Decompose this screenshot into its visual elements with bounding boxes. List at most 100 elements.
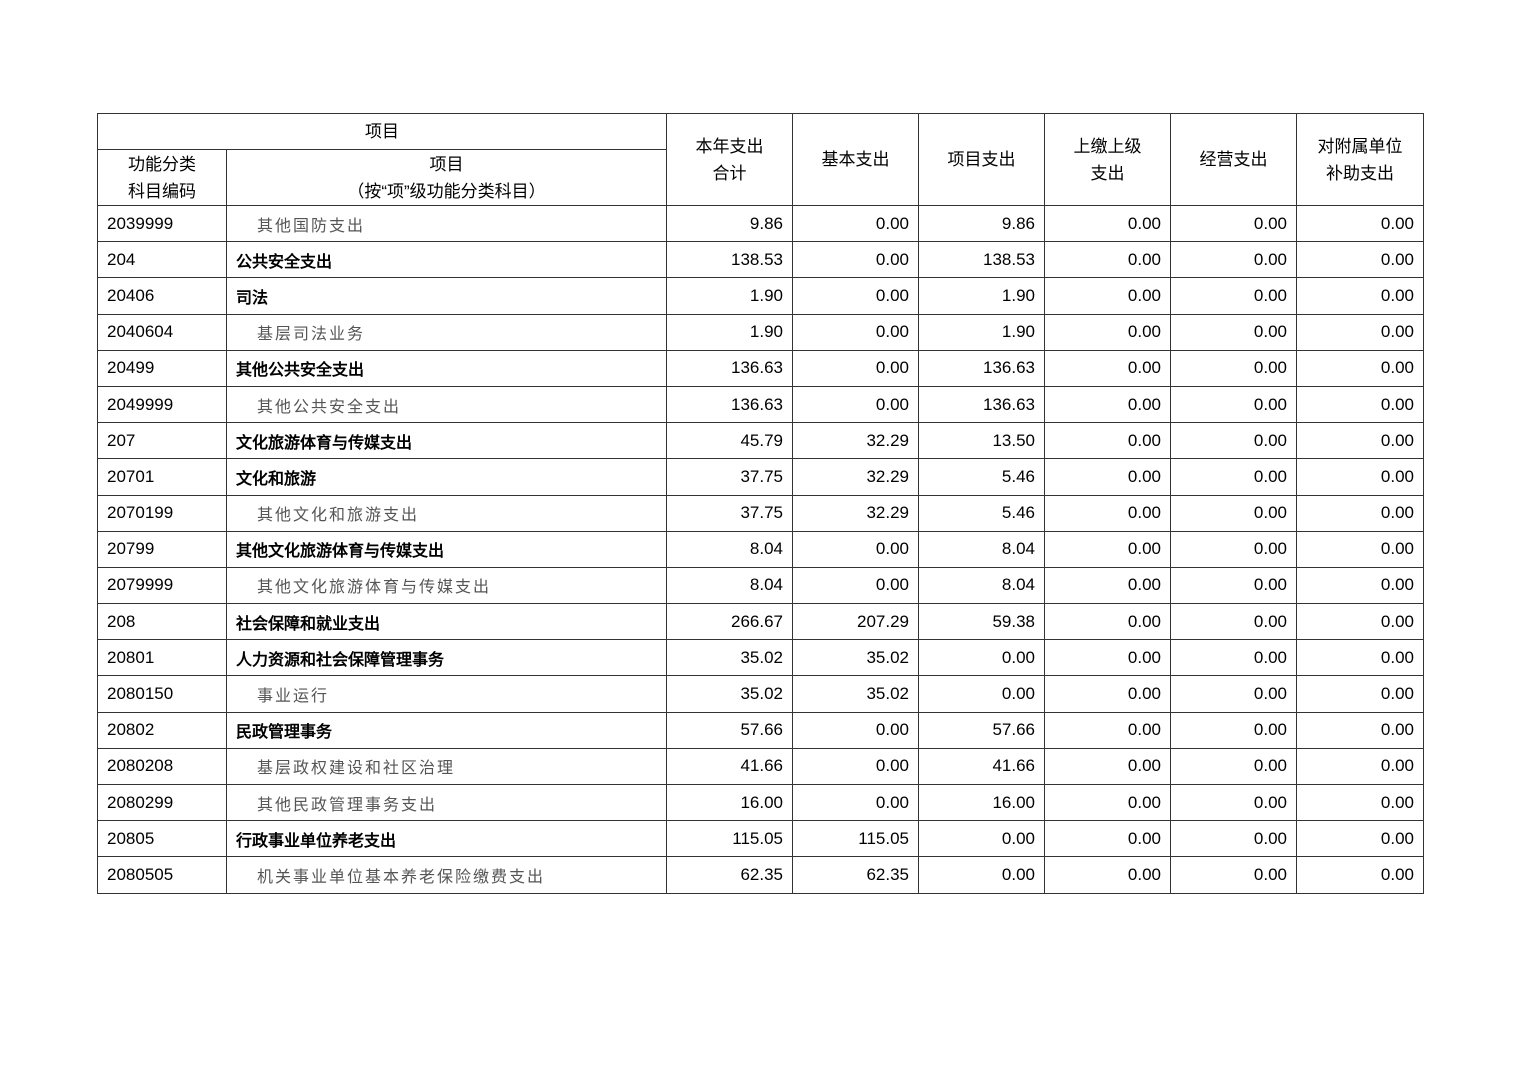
- cell-project: 13.50: [918, 422, 1045, 460]
- cell-upper: 0.00: [1044, 204, 1171, 243]
- cell-code: 207: [97, 422, 227, 460]
- cell-operating: 0.00: [1170, 711, 1297, 749]
- cell-operating: 0.00: [1170, 241, 1297, 279]
- cell-upper: 0.00: [1044, 747, 1171, 786]
- table-row: 207 文化旅游体育与传媒支出 45.79 32.29 13.50 0.00 0.00 0.0…: [97, 422, 1424, 460]
- table-row: 20799 其他文化旅游体育与传媒支出 8.04 0.00 8.04 0.00 0.00 0.…: [97, 530, 1424, 568]
- cell-project: 8.04: [918, 530, 1045, 568]
- cell-operating: 0.00: [1170, 639, 1297, 677]
- cell-subsidiary: 0.00: [1296, 603, 1424, 641]
- cell-total: 57.66: [666, 711, 793, 749]
- cell-code: 20805: [97, 820, 227, 858]
- cell-subsidiary: 0.00: [1296, 639, 1424, 677]
- cell-subsidiary: 0.00: [1296, 747, 1424, 786]
- cell-project: 59.38: [918, 603, 1045, 641]
- cell-name: 其他文化和旅游支出: [226, 494, 667, 532]
- cell-upper: 0.00: [1044, 241, 1171, 279]
- cell-name: 其他公共安全支出: [226, 385, 667, 424]
- cell-name: 其他公共安全支出: [226, 349, 667, 387]
- cell-code: 208: [97, 603, 227, 641]
- cell-operating: 0.00: [1170, 313, 1297, 351]
- cell-code: 2080208: [97, 747, 227, 786]
- header-operating: 经营支出: [1170, 113, 1297, 206]
- cell-total: 136.63: [666, 349, 793, 387]
- cell-project: 5.46: [918, 494, 1045, 532]
- cell-operating: 0.00: [1170, 603, 1297, 641]
- cell-subsidiary: 0.00: [1296, 675, 1424, 713]
- cell-code: 2070199: [97, 494, 227, 532]
- cell-basic: 0.00: [792, 313, 919, 351]
- cell-code: 20499: [97, 349, 227, 387]
- cell-project: 8.04: [918, 566, 1045, 605]
- cell-total: 37.75: [666, 458, 793, 496]
- table-row: 20701 文化和旅游 37.75 32.29 5.46 0.00 0.00 0.00: [97, 458, 1424, 496]
- cell-total: 1.90: [666, 313, 793, 351]
- cell-subsidiary: 0.00: [1296, 241, 1424, 279]
- cell-basic: 32.29: [792, 422, 919, 460]
- cell-name: 机关事业单位基本养老保险缴费支出: [226, 856, 667, 894]
- cell-subsidiary: 0.00: [1296, 313, 1424, 351]
- cell-upper: 0.00: [1044, 494, 1171, 532]
- cell-project: 138.53: [918, 241, 1045, 279]
- table-row: 20406 司法 1.90 0.00 1.90 0.00 0.00 0.00: [97, 277, 1424, 315]
- table-row: 2080150 事业运行 35.02 35.02 0.00 0.00 0.00 0.00: [97, 675, 1424, 713]
- cell-upper: 0.00: [1044, 639, 1171, 677]
- header-code: 功能分类 科目编码: [97, 149, 227, 206]
- table-row: 2080299 其他民政管理事务支出 16.00 0.00 16.00 0.00 0.00 0…: [97, 783, 1424, 822]
- cell-code: 20799: [97, 530, 227, 568]
- cell-code: 2080299: [97, 783, 227, 822]
- cell-name: 行政事业单位养老支出: [226, 820, 667, 858]
- cell-basic: 115.05: [792, 820, 919, 858]
- header-subsidiary: 对附属单位 补助支出: [1296, 113, 1424, 206]
- cell-basic: 0.00: [792, 385, 919, 424]
- cell-basic: 35.02: [792, 639, 919, 677]
- cell-code: 20801: [97, 639, 227, 677]
- cell-operating: 0.00: [1170, 385, 1297, 424]
- header-item-group: 项目: [97, 113, 667, 150]
- cell-project: 16.00: [918, 783, 1045, 822]
- table-row: 20805 行政事业单位养老支出 115.05 115.05 0.00 0.00 0.00 0…: [97, 820, 1424, 858]
- header-item: 项目 （按“项”级功能分类科目）: [226, 149, 667, 206]
- cell-upper: 0.00: [1044, 675, 1171, 713]
- cell-project: 0.00: [918, 675, 1045, 713]
- cell-subsidiary: 0.00: [1296, 277, 1424, 315]
- cell-total: 35.02: [666, 639, 793, 677]
- table-row: 20801 人力资源和社会保障管理事务 35.02 35.02 0.00 0.00 0.00…: [97, 639, 1424, 677]
- cell-basic: 62.35: [792, 856, 919, 894]
- table-row: 2079999 其他文化旅游体育与传媒支出 8.04 0.00 8.04 0.00 0.00…: [97, 566, 1424, 605]
- cell-total: 35.02: [666, 675, 793, 713]
- cell-name: 事业运行: [226, 675, 667, 713]
- cell-subsidiary: 0.00: [1296, 422, 1424, 460]
- cell-project: 136.63: [918, 385, 1045, 424]
- cell-total: 8.04: [666, 530, 793, 568]
- cell-basic: 0.00: [792, 530, 919, 568]
- cell-subsidiary: 0.00: [1296, 783, 1424, 822]
- cell-name: 其他文化旅游体育与传媒支出: [226, 530, 667, 568]
- cell-subsidiary: 0.00: [1296, 856, 1424, 894]
- cell-name: 民政管理事务: [226, 711, 667, 749]
- cell-code: 2049999: [97, 385, 227, 424]
- table-row: 2040604 基层司法业务 1.90 0.00 1.90 0.00 0.00 0.00: [97, 313, 1424, 351]
- cell-name: 基层政权建设和社区治理: [226, 747, 667, 786]
- header-project: 项目支出: [918, 113, 1045, 206]
- cell-upper: 0.00: [1044, 783, 1171, 822]
- cell-subsidiary: 0.00: [1296, 458, 1424, 496]
- cell-total: 266.67: [666, 603, 793, 641]
- cell-upper: 0.00: [1044, 458, 1171, 496]
- cell-operating: 0.00: [1170, 422, 1297, 460]
- cell-upper: 0.00: [1044, 385, 1171, 424]
- cell-code: 2079999: [97, 566, 227, 605]
- cell-upper: 0.00: [1044, 566, 1171, 605]
- cell-upper: 0.00: [1044, 349, 1171, 387]
- cell-basic: 32.29: [792, 458, 919, 496]
- cell-subsidiary: 0.00: [1296, 204, 1424, 243]
- cell-project: 41.66: [918, 747, 1045, 786]
- cell-operating: 0.00: [1170, 458, 1297, 496]
- cell-upper: 0.00: [1044, 277, 1171, 315]
- cell-name: 人力资源和社会保障管理事务: [226, 639, 667, 677]
- cell-operating: 0.00: [1170, 820, 1297, 858]
- cell-total: 9.86: [666, 204, 793, 243]
- header-upper: 上缴上级 支出: [1044, 113, 1171, 206]
- cell-code: 2039999: [97, 204, 227, 243]
- cell-basic: 32.29: [792, 494, 919, 532]
